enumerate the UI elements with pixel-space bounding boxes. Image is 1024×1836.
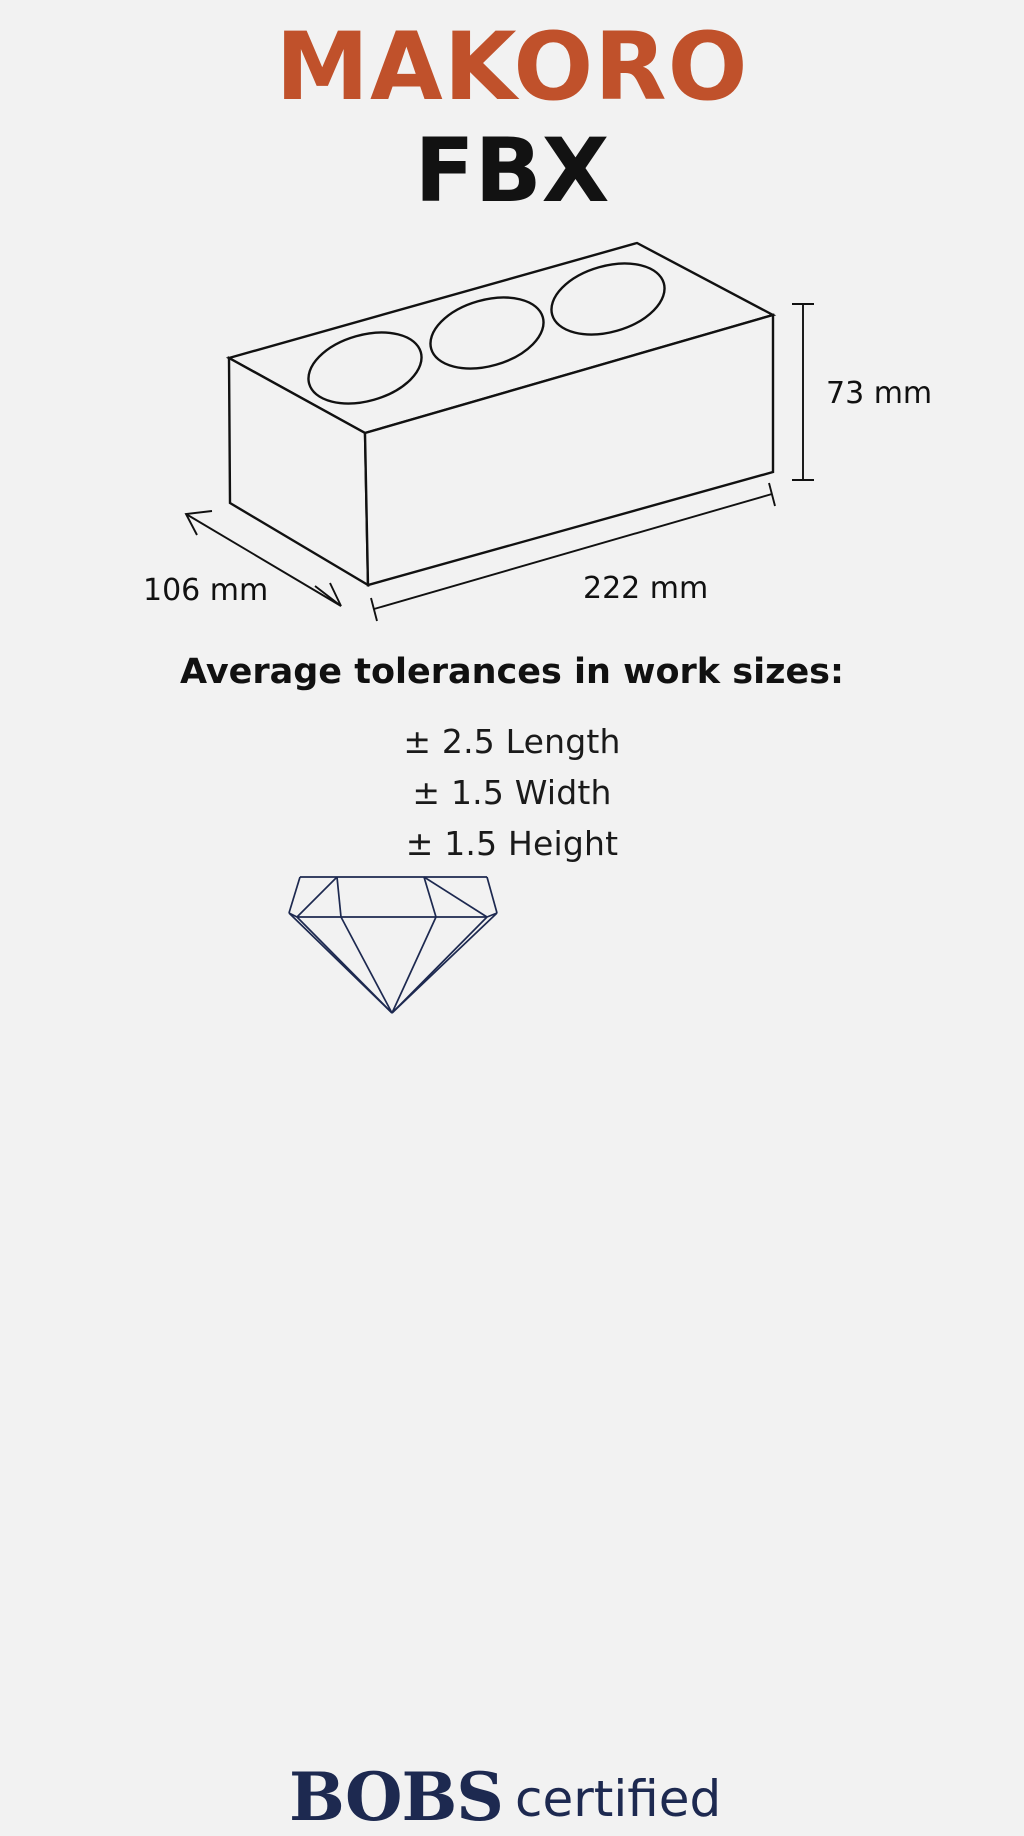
length-dimension-line <box>373 493 773 610</box>
brick-hole-2 <box>429 296 545 370</box>
length-dimension-label: 222 mm <box>583 571 708 606</box>
tolerances-list: ± 2.5 Length ± 1.5 Width ± 1.5 Height <box>0 716 1024 869</box>
brick-front-face <box>363 313 775 587</box>
bobs-wordmark: BOBS <box>289 1758 504 1836</box>
height-dimension-label: 73 mm <box>826 376 932 411</box>
width-dimension-label: 106 mm <box>143 573 268 608</box>
tolerance-item-width: ± 1.5 Width <box>412 773 612 812</box>
brick-hole-1 <box>307 331 423 405</box>
certified-label: certified <box>515 1770 722 1828</box>
tolerance-item-height: ± 1.5 Height <box>405 824 619 863</box>
brick-hole-3 <box>550 262 666 336</box>
length-dimension-tick-left <box>370 597 378 622</box>
width-dimension-line <box>185 513 342 607</box>
diamond-gem-icon <box>288 876 498 1014</box>
brick-isometric-diagram: 73 mm 222 mm 106 mm <box>143 241 932 622</box>
product-spec-sheet: MAKORO FBX 73 mm 222 mm 106 mm Average t… <box>0 13 1024 1830</box>
page-title: MAKORO <box>275 13 749 122</box>
tolerance-item-length: ± 2.5 Length <box>403 722 621 761</box>
length-dimension-tick-right <box>768 482 776 507</box>
tolerances-heading: Average tolerances in work sizes: <box>179 652 845 692</box>
width-dimension-arrow-left <box>184 510 213 536</box>
certification-block: BOBS certified <box>0 866 1024 1830</box>
product-name: FBX <box>414 119 610 222</box>
width-dimension-arrow-right <box>314 582 342 607</box>
